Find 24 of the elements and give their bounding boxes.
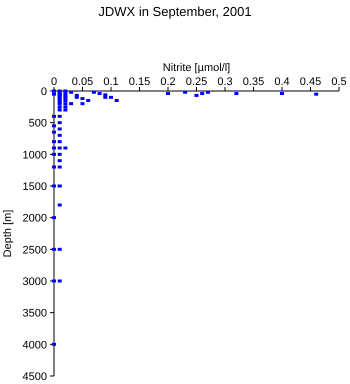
x-tick-label: 0.3 [217, 76, 233, 88]
y-tick-label: 4500 [22, 371, 47, 383]
x-tick-label: 0.25 [186, 76, 208, 88]
y-tick-label: 500 [28, 118, 47, 130]
x-tick-label: 0.4 [274, 76, 290, 88]
y-tick-label: 0 [40, 86, 47, 98]
x-tick-label: 0.15 [128, 76, 150, 88]
y-tick-label: 4000 [22, 339, 47, 352]
x-tick-label: 0 [50, 76, 58, 88]
y-tick-label: 2000 [22, 212, 47, 225]
x-tick-label: 0.2 [160, 76, 176, 88]
x-tick-label: 0.35 [242, 76, 264, 88]
x-tick-label: 0.5 [331, 76, 347, 88]
y-axis-title: Depth [m] [2, 210, 14, 258]
y-tick-label: 2500 [22, 244, 47, 256]
x-tick-label: 0.1 [103, 76, 119, 88]
chart-title: JDWX in September, 2001 [98, 4, 252, 19]
x-tick-label: 0.45 [300, 76, 322, 88]
y-tick-label: 1500 [22, 181, 47, 193]
y-tick-label: 3000 [22, 276, 47, 288]
y-tick-label: 3500 [22, 308, 47, 320]
x-tick-label: 0.05 [72, 76, 94, 88]
y-tick-label: 1000 [22, 149, 47, 162]
x-axis-title: Nitrite [µmol/l] [162, 62, 230, 74]
